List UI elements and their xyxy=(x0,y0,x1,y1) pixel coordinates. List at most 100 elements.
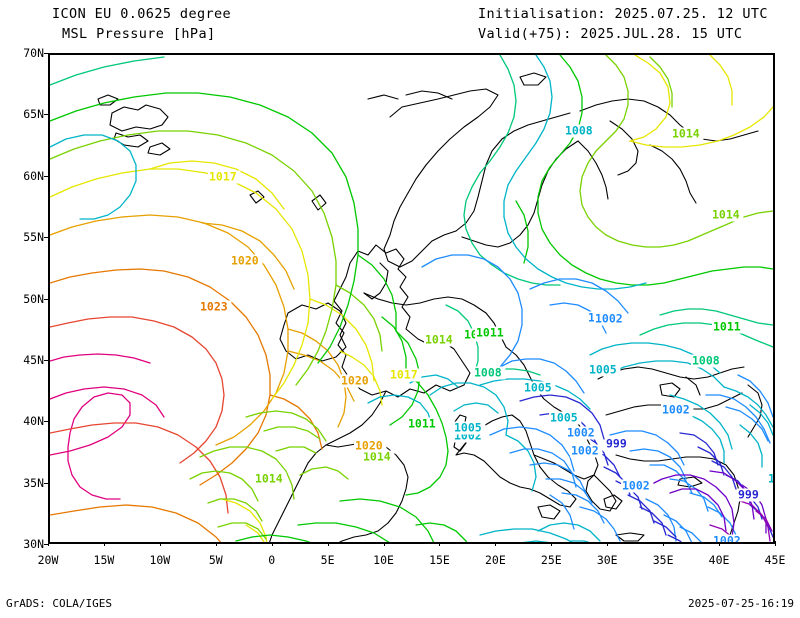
contour-label-mask xyxy=(199,300,232,314)
contour-label-mask xyxy=(389,368,422,382)
contour-label-mask xyxy=(605,437,630,451)
contour-1017 xyxy=(50,55,773,542)
contour-1005 xyxy=(50,55,773,542)
contour-1002 xyxy=(421,254,773,542)
x-axis-tick-label: 35E xyxy=(652,553,674,567)
contour-label-mask xyxy=(671,127,704,141)
y-axis-tick-mark xyxy=(44,482,49,484)
footer-timestamp: 2025-07-25-16:19 xyxy=(688,597,794,610)
contour-value-label: 1008 xyxy=(474,366,502,380)
contour-1023 xyxy=(50,268,323,542)
x-axis-tick-label: 15W xyxy=(93,553,115,567)
contour-label-mask xyxy=(691,354,724,368)
contour-value-label: 1017 xyxy=(390,368,418,382)
x-axis-tick-label: 0 xyxy=(268,553,276,567)
contour-label-mask xyxy=(549,411,582,425)
y-axis-tick-label: 70N xyxy=(23,46,44,60)
contour-label-mask xyxy=(767,472,773,486)
contour-value-label: 1005 xyxy=(768,472,773,486)
y-axis-tick-mark xyxy=(44,114,49,116)
contour-label-mask xyxy=(340,374,373,388)
contour-value-label: 1008 xyxy=(692,354,720,368)
x-axis-tick-label: 5E xyxy=(320,553,335,567)
contour-label-mask xyxy=(712,320,745,334)
footer-credit: GrADS: COLA/IGES xyxy=(6,597,112,610)
y-axis-tick-mark xyxy=(44,53,49,54)
contour-label-mask xyxy=(661,403,694,417)
contour-label-mask xyxy=(523,381,556,395)
x-axis-tick-label: 45E xyxy=(764,553,786,567)
contour-value-label: 1014 xyxy=(255,472,283,486)
contour-value-label: 1005 xyxy=(589,363,617,377)
valid-time: Valid(+75): 2025.JUL.28. 15 UTC xyxy=(478,26,743,42)
contour-label-mask xyxy=(712,534,745,542)
contour-1014 xyxy=(50,55,773,540)
contour-label-mask xyxy=(570,444,603,458)
contour-value-label: 1002 xyxy=(713,534,741,543)
initialisation-time: Initialisation: 2025.07.25. 12 UTC xyxy=(478,6,768,22)
contour-label-mask xyxy=(254,472,287,486)
y-axis-tick-label: 45N xyxy=(23,352,44,367)
map-plot-area: 1017102010231020101710141023101710141011… xyxy=(48,53,775,544)
contour-label-mask xyxy=(407,417,440,431)
contour-value-label: 1014 xyxy=(363,450,391,464)
contour-label-mask xyxy=(424,333,457,347)
contour-value-label: 1005 xyxy=(524,381,552,395)
contour-value-label: 1002 xyxy=(571,444,599,458)
contour-value-label: 1014 xyxy=(425,333,453,347)
contour-label-mask xyxy=(475,326,508,340)
contour-label-mask xyxy=(594,312,627,326)
x-axis: 20W 15W 10W 5W 0 5E 10E 15E 20E 25E 30E 35E 40E 45E xyxy=(38,541,785,568)
y-axis-tick-mark xyxy=(44,421,49,423)
contour-label-mask xyxy=(566,426,599,440)
contour-value-label: 1020 xyxy=(341,374,369,388)
x-axis-tick-label: 20W xyxy=(37,553,59,567)
y-axis-tick-mark xyxy=(44,175,49,177)
contour-value-label: 1011 xyxy=(713,320,741,334)
contour-value-label: 1002 xyxy=(567,426,595,440)
y-axis-tick-mark xyxy=(44,237,49,239)
contour-value-label: 1002 xyxy=(662,403,690,417)
y-axis-tick-label: 40N xyxy=(23,414,44,429)
y-axis-tick-mark xyxy=(44,298,49,300)
contour-label-mask xyxy=(208,170,241,184)
x-axis-tick-mark xyxy=(775,541,776,546)
x-axis-tick-label: 10W xyxy=(149,553,171,567)
contour-value-label: 1005 xyxy=(454,421,482,435)
contour-labels: 1017102010231020101710141023101710141011… xyxy=(199,124,773,543)
x-axis-tick-label: 10E xyxy=(373,553,394,567)
y-axis-tick-label: 30N xyxy=(23,537,44,551)
contour-label-mask xyxy=(564,124,597,138)
contour-value-label: 1011 xyxy=(476,326,504,340)
contour-1026 xyxy=(50,316,229,514)
contour-label-mask xyxy=(588,363,621,377)
contour-value-label: 1014 xyxy=(712,208,740,222)
contour-1020 xyxy=(50,214,355,446)
contour-value-label: 1002 xyxy=(622,479,650,493)
y-axis-tick-label: 55N xyxy=(23,230,44,245)
contour-value-label: 999 xyxy=(606,437,627,451)
contour-value-label: 999 xyxy=(738,488,759,502)
model-title: ICON EU 0.0625 degree xyxy=(52,6,232,22)
contour-label-mask xyxy=(230,254,263,268)
contour-value-label: 1005 xyxy=(550,411,578,425)
x-axis-tick-label: 30E xyxy=(596,553,618,567)
contour-value-label: 1023 xyxy=(200,300,228,314)
contour-label-mask xyxy=(737,488,762,502)
contour-map: 1017102010231020101710141023101710141011… xyxy=(50,55,773,542)
contour-label-mask xyxy=(362,450,395,464)
x-axis-tick-label: 5W xyxy=(208,553,223,567)
x-axis-tick-label: 40E xyxy=(708,553,730,567)
x-axis-tick-label: 20E xyxy=(484,553,506,567)
y-axis-tick-label: 50N xyxy=(23,291,44,306)
y-axis: 30N 35N 40N 45N 50N 55N 60N 65N 70N xyxy=(0,46,49,551)
contour-value-label: 1002 xyxy=(595,312,623,326)
x-axis-tick-label: 15E xyxy=(429,553,450,567)
contour-value-label: 1008 xyxy=(565,124,593,138)
contour-label-mask xyxy=(354,439,387,453)
contour-label-mask xyxy=(621,479,654,493)
coastlines xyxy=(97,72,763,542)
x-axis-tick-label: 25E xyxy=(540,553,562,567)
contour-label-mask xyxy=(711,208,744,222)
